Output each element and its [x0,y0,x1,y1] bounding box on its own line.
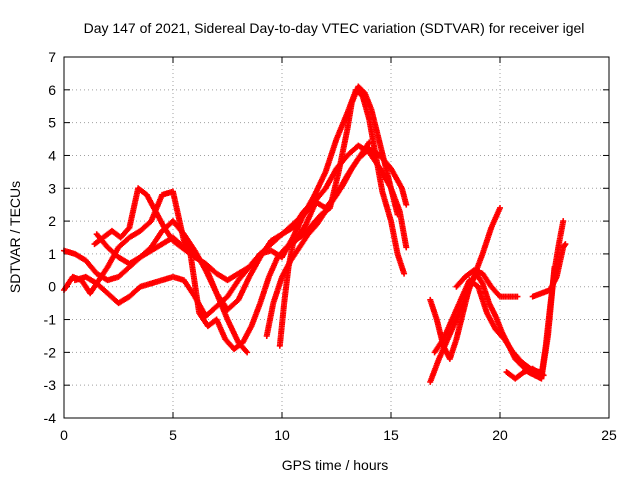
x-tick-label: 10 [274,427,290,443]
data-point-marker [311,201,318,208]
x-axis-label: GPS time / hours [282,457,389,473]
data-point-marker [514,293,521,300]
axis-ticks: 0 5 10 15 20 25 -4 -3 -2 -1 0 1 2 3 4 5 6 7 [44,49,617,443]
y-tick-label: 1 [48,246,56,262]
chart-title: Day 147 of 2021, Sidereal Day-to-day VTE… [84,20,585,36]
x-tick-label: 5 [169,427,177,443]
x-tick-label: 0 [60,427,68,443]
data-point-marker [394,211,401,218]
y-tick-label: 0 [48,279,56,295]
data-point-marker [560,218,567,225]
data-point-marker [562,241,569,248]
y-tick-label: -3 [44,377,57,393]
x-tick-label: 25 [601,427,617,443]
y-tick-label: 4 [48,147,56,163]
y-tick-label: 6 [48,82,56,98]
data-points [61,83,569,385]
y-tick-label: 2 [48,213,56,229]
y-tick-label: 7 [48,49,56,65]
data-point-marker [401,270,408,277]
data-point-marker [403,244,410,251]
y-tick-label: 5 [48,115,56,131]
y-tick-label: 3 [48,180,56,196]
x-tick-label: 15 [383,427,399,443]
data-point-marker [244,349,251,356]
y-tick-label: -2 [44,344,57,360]
plot-frame [63,56,610,419]
data-point-marker [497,204,503,211]
y-tick-label: -4 [44,410,57,426]
y-tick-label: -1 [44,312,57,328]
x-tick-label: 20 [492,427,508,443]
y-axis-label: SDTVAR / TECUs [7,181,23,293]
data-point-marker [403,201,410,208]
data-point-marker [366,139,373,146]
